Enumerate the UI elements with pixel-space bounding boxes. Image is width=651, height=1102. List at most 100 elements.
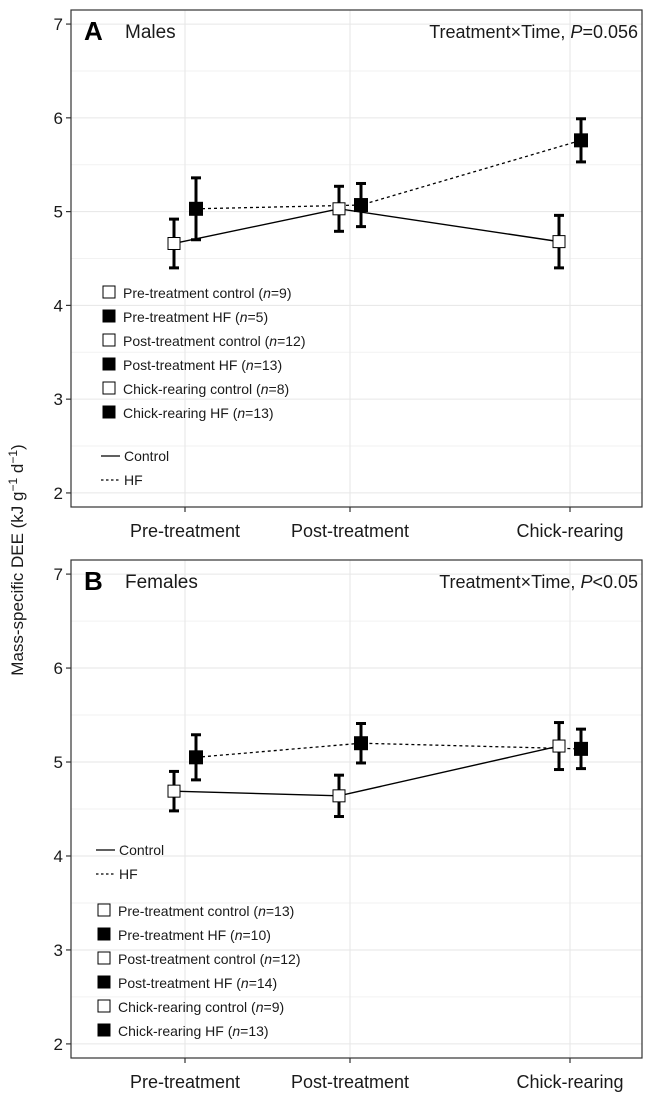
legend-label-text: Chick-rearing HF ( xyxy=(123,405,238,421)
legend-label-text: Post-treatment HF ( xyxy=(118,975,241,991)
data-point-hf xyxy=(354,198,368,213)
legend-label-count: =9) xyxy=(271,285,292,301)
legend-label-text: Chick-rearing control ( xyxy=(123,381,261,397)
legend-label: Chick-rearing control (n=8) xyxy=(123,381,289,397)
x-tick-label: Post-treatment xyxy=(291,521,409,541)
y-tick-label: 6 xyxy=(54,109,63,128)
legend-label-count: =10) xyxy=(243,927,271,943)
legend-label: Chick-rearing HF (n=13) xyxy=(123,405,274,421)
y-tick-label: 5 xyxy=(54,753,63,772)
legend-label-count: =8) xyxy=(269,381,290,397)
legend-label: Chick-rearing HF (n=13) xyxy=(118,1023,269,1039)
panel-title: Females xyxy=(125,572,198,593)
legend-label-n: n xyxy=(240,309,248,325)
x-tick-label: Pre-treatment xyxy=(130,521,240,541)
x-tick-label: Pre-treatment xyxy=(130,1072,240,1092)
data-point-control xyxy=(552,235,566,249)
y-tick-label: 4 xyxy=(54,296,63,315)
series-line-hf xyxy=(195,742,582,758)
panel-b: 2 3 4 5 6 7 Pre-treatment Post-treatment Chick-r… xyxy=(54,559,643,1092)
legend-line-label: HF xyxy=(124,472,143,488)
legend-label: Pre-treatment control (n=9) xyxy=(123,285,291,301)
interaction-annotation: Treatment×Time, P<0.05 xyxy=(439,572,638,592)
data-point-hf xyxy=(189,750,203,765)
legend-label-count: =12) xyxy=(272,951,300,967)
legend-label-count: =13) xyxy=(254,357,282,373)
data-point-hf xyxy=(574,741,588,756)
legend-label: Pre-treatment control (n=13) xyxy=(118,903,294,919)
legend-label-n: n xyxy=(235,927,243,943)
legend-label-count: =13) xyxy=(266,903,294,919)
legend-label-n: n xyxy=(241,975,249,991)
series-line-hf xyxy=(195,139,582,210)
legend-label-count: =14) xyxy=(249,975,277,991)
legend-label-n: n xyxy=(232,1023,240,1039)
series-line-control xyxy=(173,745,560,797)
panel-border xyxy=(70,559,643,1059)
y-tick-label: 7 xyxy=(54,565,63,584)
legend-marker xyxy=(102,405,116,419)
legend-label-count: =9) xyxy=(264,999,285,1015)
legend-label-n: n xyxy=(256,999,264,1015)
legend-line-label: Control xyxy=(124,448,169,464)
legend-marker xyxy=(102,381,116,395)
data-point-control xyxy=(167,784,181,798)
panel-letter: B xyxy=(84,566,103,596)
legend-label-n: n xyxy=(269,333,277,349)
legend-label-text: Post-treatment HF ( xyxy=(123,357,246,373)
data-point-control xyxy=(332,789,346,803)
y-tick-label: 7 xyxy=(54,15,63,34)
panel-title: Males xyxy=(125,22,176,43)
legend-line-label: HF xyxy=(119,866,138,882)
legend-label-text: Chick-rearing HF ( xyxy=(118,1023,233,1039)
panel-border xyxy=(70,9,643,508)
legend-label: Pre-treatment HF (n=10) xyxy=(118,927,271,943)
legend-marker xyxy=(97,903,111,917)
legend-label-n: n xyxy=(237,405,245,421)
x-tick-label: Post-treatment xyxy=(291,1072,409,1092)
panel-letter: A xyxy=(84,16,103,46)
legend-label-text: Pre-treatment control ( xyxy=(118,903,258,919)
annotation-prefix: Treatment×Time, xyxy=(439,572,580,592)
annotation-value: <0.05 xyxy=(592,572,638,592)
legend-label-n: n xyxy=(263,285,271,301)
data-point-control xyxy=(552,739,566,753)
legend-label-text: Chick-rearing control ( xyxy=(118,999,256,1015)
legend-label-text: Post-treatment control ( xyxy=(123,333,270,349)
legend-label: Post-treatment control (n=12) xyxy=(123,333,306,349)
legend-label-n: n xyxy=(261,381,269,397)
x-tick-label: Chick-rearing xyxy=(516,1072,623,1092)
legend-label-count: =13) xyxy=(245,405,273,421)
legend-label-n: n xyxy=(264,951,272,967)
data-point-control xyxy=(332,202,346,216)
y-tick-label: 6 xyxy=(54,659,63,678)
y-tick-label: 2 xyxy=(54,1035,63,1054)
legend-label: Pre-treatment HF (n=5) xyxy=(123,309,268,325)
legend-label-count: =12) xyxy=(277,333,305,349)
data-point-hf xyxy=(574,133,588,148)
legend-label-n: n xyxy=(258,903,266,919)
legend-label: Chick-rearing control (n=9) xyxy=(118,999,284,1015)
legend-marker xyxy=(97,951,111,965)
data-point-hf xyxy=(354,736,368,751)
y-tick-label: 4 xyxy=(54,847,63,866)
annotation-p: P xyxy=(580,572,592,592)
legend-label-count: =5) xyxy=(248,309,269,325)
y-tick-label: 3 xyxy=(54,390,63,409)
legend-line-label: Control xyxy=(119,842,164,858)
legend-marker xyxy=(102,357,116,371)
legend-marker xyxy=(102,333,116,347)
y-tick-label: 3 xyxy=(54,941,63,960)
legend-label: Post-treatment control (n=12) xyxy=(118,951,301,967)
x-tick-label: Chick-rearing xyxy=(516,521,623,541)
legend-label-text: Pre-treatment HF ( xyxy=(123,309,240,325)
legend-marker xyxy=(97,1023,111,1037)
legend-label-n: n xyxy=(246,357,254,373)
legend-marker xyxy=(102,309,116,323)
legend-label-text: Pre-treatment HF ( xyxy=(118,927,235,943)
legend-marker xyxy=(102,285,116,299)
annotation-p: P xyxy=(570,22,582,42)
legend-marker xyxy=(97,975,111,989)
series-line-control xyxy=(173,208,560,245)
